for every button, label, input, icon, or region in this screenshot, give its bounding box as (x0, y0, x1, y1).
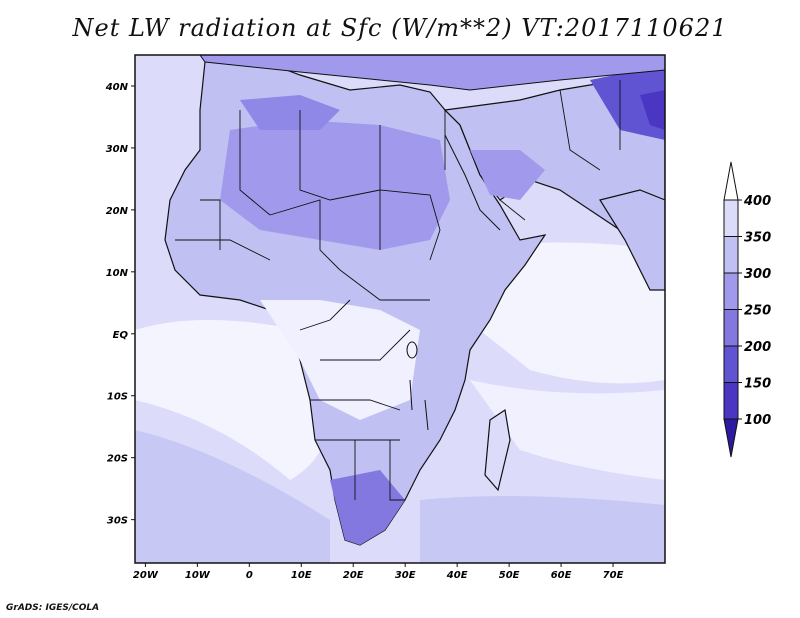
colorbar-segment (723, 345, 739, 383)
colorbar-label: 200 (744, 340, 771, 355)
madagascar-landmass (484, 408, 511, 492)
lon-tick-label: 70E (603, 570, 624, 581)
north-africa-region (240, 95, 340, 130)
lat-tick-label: 20S (107, 454, 128, 465)
lon-tick-label: 60E (551, 570, 572, 581)
lat-axis: 40N 30N 20N 10N EQ 10S 20S 30S (105, 82, 135, 527)
lon-tick-label: 50E (499, 570, 520, 581)
lon-tick-label: 30E (395, 570, 416, 581)
iran-low-lw-region (590, 65, 665, 140)
colorbar-bottom-arrow (723, 418, 739, 458)
southern-ocean-field (135, 430, 330, 563)
map-title: Net LW radiation at Sfc (W/m**2) VT:2017… (72, 14, 728, 42)
lon-tick-label: 20E (343, 570, 364, 581)
lon-tick-label: 20W (133, 570, 159, 581)
colorbar-label: 300 (744, 267, 771, 282)
lon-tick-label: 40E (446, 570, 468, 581)
lon-tick-label: 0 (246, 570, 253, 581)
lon-tick-label: 10W (185, 570, 211, 581)
colorbar-label: 400 (743, 194, 771, 209)
map-frame (134, 54, 666, 564)
colorbar-label: 350 (744, 231, 771, 246)
sahara-low-lw-region (220, 120, 450, 250)
colorbar-top-arrow (723, 161, 739, 201)
colorbar-label: 100 (744, 413, 771, 428)
colorbar-segment (723, 309, 739, 347)
plateau-lowest-region (640, 90, 665, 130)
arabia-low-lw-region (470, 150, 545, 200)
lat-tick-label: 10S (107, 392, 128, 403)
colorbar-segment (723, 236, 739, 274)
lat-tick-label: 30S (107, 516, 128, 527)
lon-axis: 20W 10W 0 10E 20E 30E 40E 50E 60E 70E (133, 563, 624, 581)
south-africa-region (330, 470, 405, 545)
country-borders (175, 80, 621, 501)
lake-victoria (406, 341, 418, 359)
lat-tick-label: 30N (106, 144, 129, 155)
lat-tick-label: 10N (106, 268, 129, 279)
lat-tick-label: 20N (106, 206, 129, 217)
high-lw-band-west (135, 320, 326, 480)
colorbar: 400 350 300 250 200 150 100 (723, 161, 771, 458)
map-canvas (135, 55, 665, 563)
footer-credit: GrADS: IGES/COLA (6, 603, 100, 613)
europe-strip (199, 55, 665, 91)
india-landmass (599, 189, 665, 291)
colorbar-segment (723, 199, 739, 237)
colorbar-label: 150 (744, 377, 771, 392)
indian-ocean-south-field (420, 496, 665, 563)
colorbar-segment (723, 272, 739, 310)
colorbar-segment (723, 382, 739, 420)
lake-malawi (424, 399, 429, 431)
lat-tick-label: EQ (113, 330, 129, 341)
red-sea-coast (444, 134, 501, 231)
colorbar-label: 250 (744, 304, 771, 319)
high-lw-band-southeast (470, 380, 665, 480)
lake-tanganyika (409, 379, 413, 411)
lat-tick-label: 40N (105, 82, 129, 93)
lon-tick-label: 10E (291, 570, 312, 581)
